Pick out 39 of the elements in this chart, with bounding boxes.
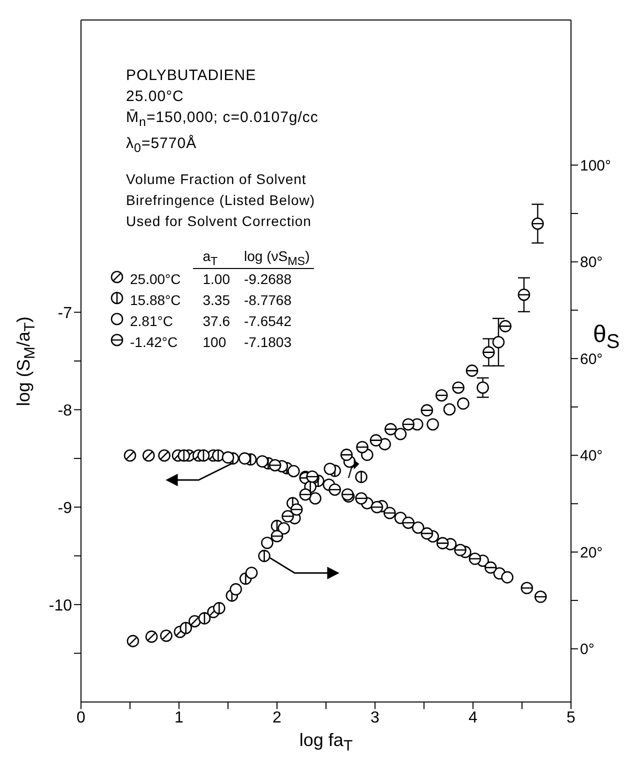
annotation: 1.00 — [202, 271, 230, 288]
legend-label: -1.42°C — [130, 334, 178, 350]
annotation: POLYBUTADIENE — [126, 67, 256, 84]
annotation: 100 — [202, 334, 226, 350]
annotation: a$_{T}$ — [202, 248, 218, 268]
y-tick-label: -10 — [48, 597, 72, 614]
y2-tick-label: 60° — [580, 350, 603, 368]
y2-tick-label: 0° — [580, 641, 594, 658]
y2-tick-label: 20° — [580, 544, 603, 562]
annotation: 37.6 — [202, 312, 230, 329]
annotation: Used for Solvent Correction — [126, 213, 312, 229]
x-tick-label: 5 — [566, 709, 576, 726]
y2-tick-label: 100° — [580, 157, 612, 174]
legend-label: 25.00°C — [130, 270, 181, 287]
annotation: -7.6542 — [244, 312, 292, 329]
annotation: Volume Fraction of Solvent — [126, 171, 306, 187]
annotation: 25.00°C — [126, 88, 184, 105]
x-tick-label: 4 — [468, 709, 478, 726]
annotation: 3.35 — [202, 292, 230, 308]
legend-label: 2.81°C — [130, 312, 173, 329]
y2-tick-label: 40° — [580, 448, 603, 465]
annotation: -9.2688 — [244, 271, 292, 288]
y-tick-label: -7 — [58, 304, 72, 322]
legend-label: 15.88°C — [130, 292, 181, 308]
x-tick-label: 1 — [174, 709, 184, 726]
x-axis-title: log fa$_{T}$ — [299, 730, 353, 755]
y2-tick-label: 80° — [580, 254, 603, 272]
y2-axis-title: θ$_{S}$ — [593, 321, 620, 353]
y-tick-label: -8 — [58, 402, 72, 420]
x-tick-label: 0 — [76, 709, 86, 726]
annotation: Birefringence (Listed Below) — [126, 192, 316, 208]
annotation: -8.7768 — [244, 292, 292, 308]
annotation: -7.1803 — [244, 334, 292, 350]
annotation: M̄$_{n}$=150,000; c=0.0107g/cc — [126, 109, 318, 129]
x-tick-label: 2 — [272, 709, 282, 726]
annotation: log (νS$_{MS}$) — [244, 248, 310, 268]
y-tick-label: -9 — [58, 500, 72, 517]
x-tick-label: 3 — [370, 709, 380, 726]
annotation: λ$_{0}$=5770Å — [126, 135, 197, 155]
